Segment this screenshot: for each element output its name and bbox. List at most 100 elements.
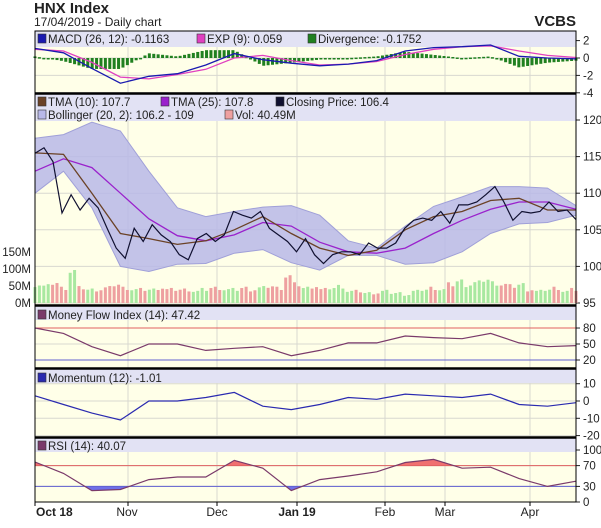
price-y-tick: 100	[583, 261, 601, 273]
divergence-bar	[125, 58, 129, 66]
volume-bar	[86, 289, 90, 303]
legend-swatch	[196, 33, 206, 44]
chart-frame	[34, 30, 577, 503]
volume-bar	[451, 286, 455, 303]
legend-close: Closing Price: 106.4	[286, 97, 390, 109]
divergence-bar	[73, 58, 77, 65]
volume-bar	[539, 289, 543, 303]
momentum-y-tick: -20	[583, 431, 600, 443]
legend-exp: EXP (9): 0.059	[207, 34, 282, 46]
divergence-bar	[112, 58, 116, 69]
volume-bar	[394, 293, 398, 303]
legend-swatch	[224, 109, 234, 120]
volume-bar	[490, 281, 494, 303]
volume-bar	[350, 290, 354, 303]
divergence-bar	[46, 58, 50, 60]
divergence-bar	[543, 58, 547, 64]
volume-bar	[363, 293, 367, 303]
divergence-bar	[446, 56, 450, 58]
momentum-y-tick: 0	[583, 396, 589, 408]
divergence-bar	[117, 58, 121, 69]
volume-bar	[442, 289, 446, 303]
x-label-oct18: Oct 18	[36, 505, 73, 519]
volume-bar	[279, 289, 283, 303]
legend-macd: MACD (26, 12): -0.1163	[48, 34, 169, 46]
divergence-bar	[161, 54, 165, 58]
rsi-y-tick: 30	[583, 481, 596, 493]
divergence-bar	[257, 58, 261, 64]
volume-bar	[429, 286, 433, 303]
closing-price-line	[34, 146, 577, 265]
volume-bar	[336, 284, 340, 303]
volume-bar	[240, 288, 244, 303]
divergence-bar	[301, 58, 305, 62]
volume-bar	[183, 288, 187, 303]
divergence-bar	[367, 56, 371, 59]
volume-y-tick: 0M	[15, 298, 31, 310]
volume-bar	[446, 282, 450, 303]
macd-y-tick: 0	[583, 53, 589, 65]
volume-bar	[178, 289, 182, 303]
volume-bar	[420, 290, 424, 303]
volume-bar	[200, 287, 204, 303]
volume-bar	[345, 291, 349, 303]
divergence-bar	[394, 53, 398, 58]
volume-bar	[187, 291, 191, 303]
divergence-bar	[416, 53, 420, 58]
divergence-bar	[314, 58, 318, 60]
volume-bar	[81, 289, 85, 303]
legend-divergence: Divergence: -0.1752	[318, 34, 422, 46]
divergence-bar	[169, 55, 173, 58]
volume-bar	[306, 286, 310, 303]
divergence-bar	[556, 58, 560, 62]
volume-bar	[416, 289, 420, 303]
divergence-bar	[99, 58, 103, 69]
divergence-bar	[196, 51, 200, 58]
divergence-bar	[350, 57, 354, 60]
legend-swatch	[37, 96, 47, 107]
volume-bar	[460, 279, 464, 303]
price-y-tick: 95	[583, 298, 596, 310]
x-label-apr: Apr	[521, 505, 540, 519]
volume-bar	[358, 292, 362, 303]
divergence-bar	[64, 58, 68, 62]
divergence-bar	[249, 58, 253, 60]
divergence-bar	[59, 58, 63, 61]
divergence-bar	[526, 58, 530, 66]
divergence-bar	[42, 57, 46, 60]
divergence-bar	[495, 58, 499, 60]
divergence-bar	[490, 57, 494, 59]
divergence-bar	[310, 58, 314, 61]
chart-subtitle: 17/04/2019 - Daily chart	[34, 15, 162, 29]
divergence-bar	[297, 58, 301, 62]
volume-bar	[288, 275, 292, 303]
divergence-bar	[565, 58, 569, 62]
volume-bar	[42, 285, 46, 303]
volume-bar	[51, 284, 55, 303]
legend-swatch	[37, 109, 47, 120]
mfi-legend-band	[35, 306, 576, 320]
mfi-y-tick: 50	[583, 339, 596, 351]
divergence-bar	[266, 58, 270, 66]
rsi-legend-band	[35, 438, 576, 452]
volume-bar	[143, 290, 147, 303]
divergence-bar	[442, 56, 446, 58]
macd-y-tick: -2	[583, 70, 593, 82]
divergence-bar	[103, 58, 107, 69]
divergence-bar	[200, 50, 204, 58]
divergence-bar	[504, 58, 508, 63]
divergence-bar	[37, 57, 41, 59]
divergence-bar	[319, 58, 323, 60]
divergence-bar	[345, 58, 349, 60]
divergence-bar	[55, 58, 59, 61]
x-label-mar: Mar	[435, 505, 456, 519]
rsi-line	[34, 458, 577, 492]
divergence-bar	[147, 53, 151, 58]
legend-swatch	[160, 96, 170, 107]
divergence-bar	[411, 52, 415, 58]
divergence-bar	[183, 54, 187, 58]
volume-bar	[271, 286, 275, 303]
volume-bar	[156, 289, 160, 303]
divergence-bar	[438, 55, 442, 58]
x-label-jan19: Jan 19	[278, 505, 316, 519]
